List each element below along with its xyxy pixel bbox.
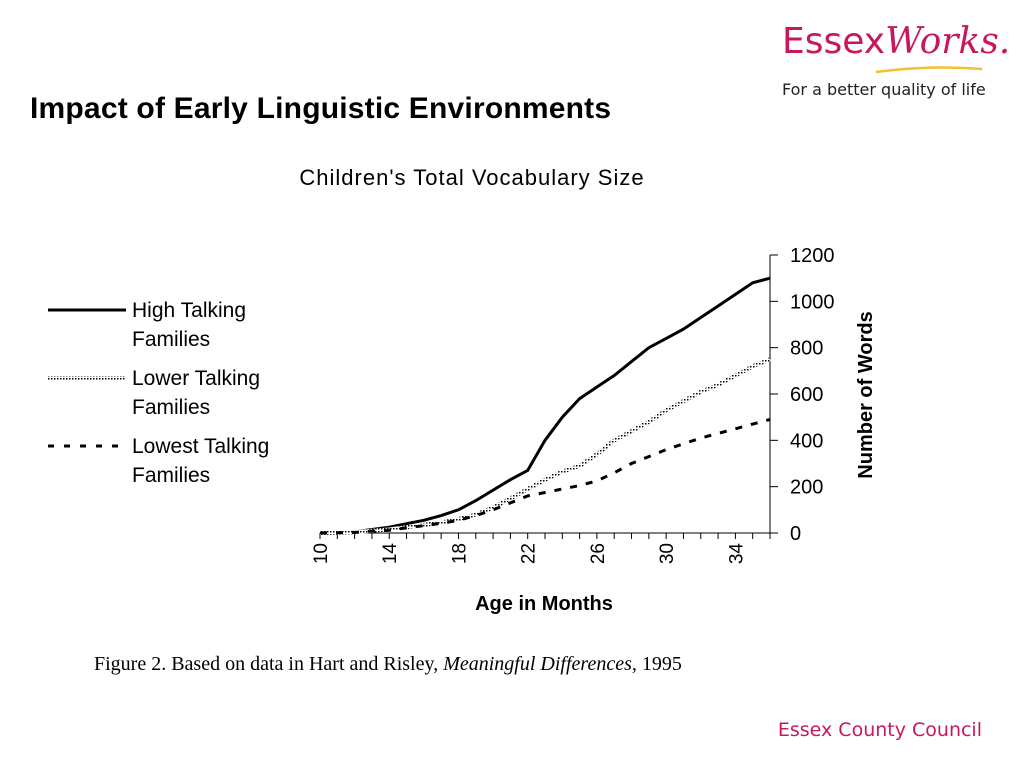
y-axis-label: Number of Words <box>855 311 877 478</box>
logo-swoosh-icon <box>875 66 983 74</box>
y-tick-label: 400 <box>790 430 823 452</box>
plot-area: 10 14 18 22 26 30 34 0 200 400 600 800 1000 1200 <box>311 245 835 564</box>
series-line-2 <box>319 357 771 535</box>
essex-works-logo: EssexWorks. For a better quality of life <box>782 21 1010 104</box>
x-tick-label: 18 <box>449 543 470 564</box>
x-tick-label: 30 <box>657 543 678 564</box>
chart-title: Children's Total Vocabulary Size <box>299 165 644 190</box>
legend-label-2: Lower Talking Families <box>132 367 260 419</box>
x-tick-label: 22 <box>519 543 540 564</box>
x-tick-label: 26 <box>588 543 609 564</box>
caption-year: 1995 <box>636 653 682 675</box>
logo-wordmark: EssexWorks. <box>782 21 1010 62</box>
y-tick-label: 1200 <box>790 245 835 267</box>
logo-word-plain: Essex <box>782 21 886 62</box>
slide-title: Impact of Early Linguistic Environments <box>30 92 612 125</box>
y-tick-label: 600 <box>790 384 823 406</box>
series-line-3 <box>319 418 771 535</box>
y-tick-label: 200 <box>790 477 823 499</box>
logo-tagline: For a better quality of life <box>782 80 986 99</box>
x-axis-label: Age in Months <box>475 593 613 615</box>
y-tick-label: 1000 <box>790 291 835 313</box>
caption-prefix: Figure 2. Based on data in Hart and Risl… <box>94 653 444 675</box>
logo-word-italic: Works. <box>885 21 1011 62</box>
x-tick-label: 34 <box>726 543 747 565</box>
figure-caption: Figure 2. Based on data in Hart and Risl… <box>94 653 682 676</box>
legend-label-1: High Talking Families <box>132 299 246 351</box>
x-tick-label: 10 <box>311 543 332 564</box>
y-tick-label: 800 <box>790 338 823 360</box>
caption-book-title: Meaningful Differences, <box>443 653 637 675</box>
footer-brand: Essex County Council <box>777 719 982 741</box>
series-line-1 <box>319 276 771 535</box>
x-tick-label: 14 <box>380 543 401 565</box>
y-tick-label: 0 <box>790 523 801 545</box>
legend-label-3: Lowest Talking Families <box>132 435 269 487</box>
chart-legend: High Talking Families Lower Talking Familie… <box>48 299 269 487</box>
